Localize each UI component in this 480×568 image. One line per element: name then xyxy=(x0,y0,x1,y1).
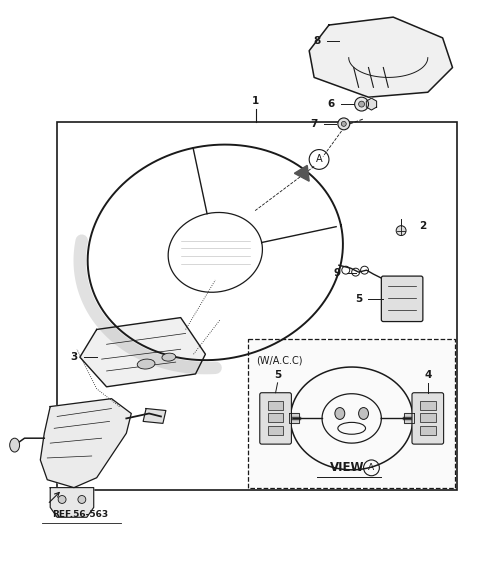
FancyBboxPatch shape xyxy=(381,276,423,321)
Polygon shape xyxy=(80,318,205,387)
Text: (W/A.C.C): (W/A.C.C) xyxy=(256,355,302,365)
FancyBboxPatch shape xyxy=(412,392,444,444)
Ellipse shape xyxy=(162,353,176,361)
Polygon shape xyxy=(50,487,94,517)
Ellipse shape xyxy=(335,408,345,419)
Text: 1: 1 xyxy=(252,96,259,106)
Text: 4: 4 xyxy=(424,370,432,380)
Text: 6: 6 xyxy=(327,99,335,109)
Circle shape xyxy=(338,118,350,130)
Bar xyxy=(268,427,284,435)
Text: 7: 7 xyxy=(311,119,318,129)
Polygon shape xyxy=(289,414,300,423)
Circle shape xyxy=(396,225,406,236)
Text: 5: 5 xyxy=(355,294,362,304)
Text: 5: 5 xyxy=(274,370,281,380)
Bar xyxy=(57,122,457,490)
Ellipse shape xyxy=(137,359,155,369)
Circle shape xyxy=(341,122,346,126)
Bar xyxy=(248,339,456,487)
Circle shape xyxy=(58,495,66,503)
Ellipse shape xyxy=(359,408,369,419)
Bar xyxy=(420,400,436,410)
Circle shape xyxy=(355,97,369,111)
Polygon shape xyxy=(294,165,309,181)
Text: 9: 9 xyxy=(333,268,340,278)
Bar xyxy=(420,414,436,423)
Text: 8: 8 xyxy=(313,36,321,46)
Circle shape xyxy=(78,495,86,503)
FancyBboxPatch shape xyxy=(260,392,291,444)
Bar xyxy=(420,427,436,435)
Polygon shape xyxy=(143,408,166,423)
Polygon shape xyxy=(366,98,377,110)
Polygon shape xyxy=(40,399,131,487)
Circle shape xyxy=(359,101,364,107)
Text: A: A xyxy=(368,463,374,473)
Bar xyxy=(268,400,284,410)
Polygon shape xyxy=(309,17,453,97)
Polygon shape xyxy=(404,414,414,423)
Text: REF.56-563: REF.56-563 xyxy=(52,510,108,519)
Text: VIEW: VIEW xyxy=(329,461,364,474)
Ellipse shape xyxy=(10,438,20,452)
Text: 2: 2 xyxy=(419,221,427,231)
Bar xyxy=(268,414,284,423)
Text: A: A xyxy=(316,154,323,165)
Text: 3: 3 xyxy=(70,352,78,362)
